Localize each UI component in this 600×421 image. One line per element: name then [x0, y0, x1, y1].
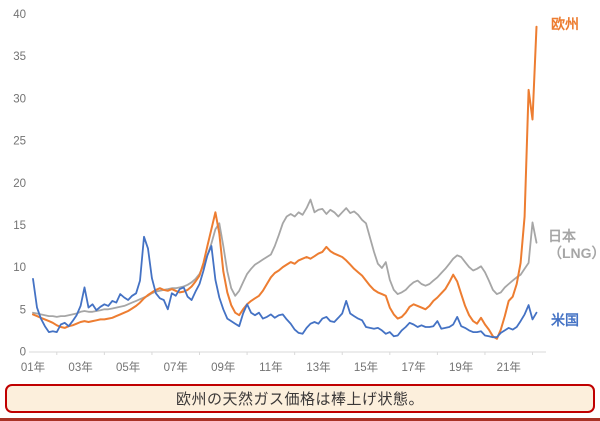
y-tick-label: 40 [13, 9, 26, 21]
x-tick-label: 21年 [497, 360, 521, 374]
caption-box: 欧州の天然ガス価格は棒上げ状態。 [5, 384, 595, 413]
y-tick-label: 20 [13, 178, 26, 190]
x-tick-label: 11年 [259, 360, 282, 374]
y-tick-label: 15 [13, 220, 26, 232]
x-tick-label: 09年 [211, 360, 235, 374]
series-line-us [32, 235, 538, 339]
y-tick-label: 5 [20, 304, 26, 316]
y-tick-label: 30 [13, 93, 26, 105]
y-tick-label: 35 [13, 51, 26, 63]
series-label-japan-line2: （LNG） [548, 245, 600, 261]
series-label-japan-lng: 日本 （LNG） [548, 228, 600, 262]
y-tick-label: 10 [13, 262, 26, 274]
x-tick-label: 19年 [449, 360, 473, 374]
y-tick-label: 0 [20, 347, 26, 359]
caption-text: 欧州の天然ガス価格は棒上げ状態。 [175, 391, 424, 408]
bottom-divider [0, 418, 600, 421]
series-label-us-text: 米国 [551, 312, 579, 328]
x-tick-label: 13年 [306, 360, 330, 374]
series-line-japan-lng [32, 198, 538, 318]
x-tick-label: 01年 [21, 360, 45, 374]
x-tick-label: 05年 [116, 360, 140, 374]
series-label-europe: 欧州 [551, 16, 579, 33]
x-tick-label: 17年 [401, 360, 425, 374]
series-label-japan-line1: 日本 [548, 228, 576, 244]
x-tick-label: 07年 [164, 360, 188, 374]
y-tick-label: 25 [13, 136, 26, 148]
x-tick-label: 03年 [68, 360, 92, 374]
x-tick-label: 15年 [354, 360, 378, 374]
series-line-europe [32, 25, 538, 340]
series-label-europe-text: 欧州 [551, 16, 579, 32]
series-label-us: 米国 [551, 312, 579, 329]
